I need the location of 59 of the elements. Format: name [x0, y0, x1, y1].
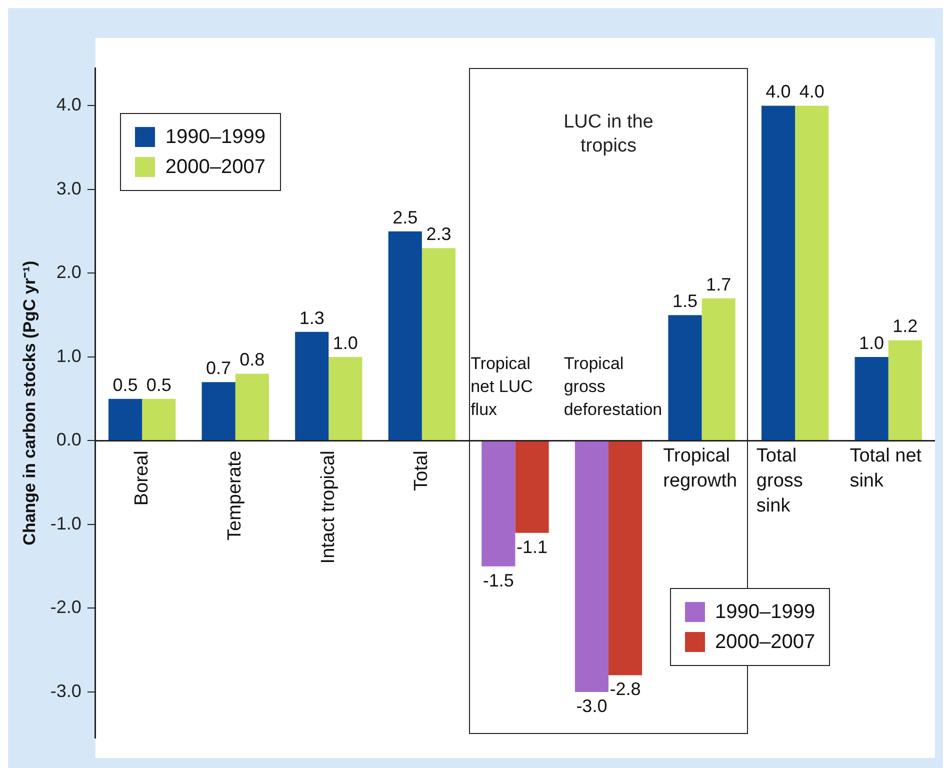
bar	[888, 340, 922, 440]
bar	[795, 106, 829, 440]
bar	[668, 315, 702, 440]
data-label: 0.5	[146, 374, 172, 395]
data-label: 0.8	[240, 350, 265, 370]
data-label: 4.0	[799, 82, 824, 102]
data-label: -2.8	[610, 679, 641, 700]
data-label: 1.0	[859, 332, 884, 353]
x-tick-label: Tropical gross deforestation	[564, 354, 662, 419]
x-tick-label: Total gross sink	[756, 445, 803, 516]
data-label: -1.5	[482, 570, 514, 590]
bar	[235, 374, 269, 440]
y-tick-label: 1.0	[56, 346, 82, 366]
legend-label: 2000–2007	[165, 155, 266, 180]
y-tick-label: 2.0	[56, 262, 82, 282]
bar	[142, 398, 176, 440]
bar	[854, 356, 888, 440]
bar	[422, 248, 456, 440]
data-label: 4.0	[766, 82, 791, 102]
y-tick-label: -1.0	[50, 513, 82, 534]
x-tick-label: Tropical net LUC flux	[470, 354, 533, 419]
data-label: -3.0	[576, 696, 608, 716]
bar	[295, 332, 329, 440]
bar	[388, 231, 422, 440]
data-label: 1.5	[672, 291, 698, 312]
x-tick-label: Intact tropical	[318, 450, 339, 564]
data-label: 0.5	[112, 374, 138, 395]
bar	[328, 356, 362, 440]
y-tick-label: -2.0	[50, 597, 82, 618]
data-label: 1.0	[332, 332, 358, 353]
x-tick-label: Total net sink	[850, 445, 922, 492]
bar	[202, 382, 236, 440]
legend-label: 2000–2007	[715, 630, 816, 655]
bar	[515, 441, 549, 533]
y-tick-label: 3.0	[56, 178, 82, 198]
data-label: -1.1	[516, 536, 548, 557]
legend-label: 1990–1999	[715, 600, 816, 625]
y-tick-label: 0.0	[56, 430, 82, 450]
bar	[574, 441, 608, 692]
y-axis-title: Change in carbon stocks (PgC yr⁻¹)	[20, 260, 39, 546]
x-tick-label: Temperate	[224, 450, 246, 540]
legend-label: 1990–1999	[165, 125, 266, 150]
y-tick-label: -3.0	[50, 680, 82, 701]
bar	[108, 398, 142, 440]
data-label: 2.5	[392, 207, 418, 228]
data-label: 0.7	[206, 358, 232, 378]
bar	[761, 106, 796, 440]
x-tick-label: Boreal	[131, 450, 152, 506]
data-label: 1.2	[892, 316, 918, 336]
data-label: 1.7	[706, 274, 732, 294]
bar	[608, 441, 642, 676]
data-label: 2.3	[426, 224, 452, 244]
annotation: LUC in the tropics	[564, 112, 654, 157]
x-tick-label: Tropical regrowth	[663, 445, 738, 492]
bar	[482, 441, 516, 566]
y-tick-label: 4.0	[56, 94, 82, 115]
data-label: 1.3	[299, 308, 324, 328]
x-tick-label: Total	[411, 450, 432, 491]
bar	[702, 298, 736, 440]
